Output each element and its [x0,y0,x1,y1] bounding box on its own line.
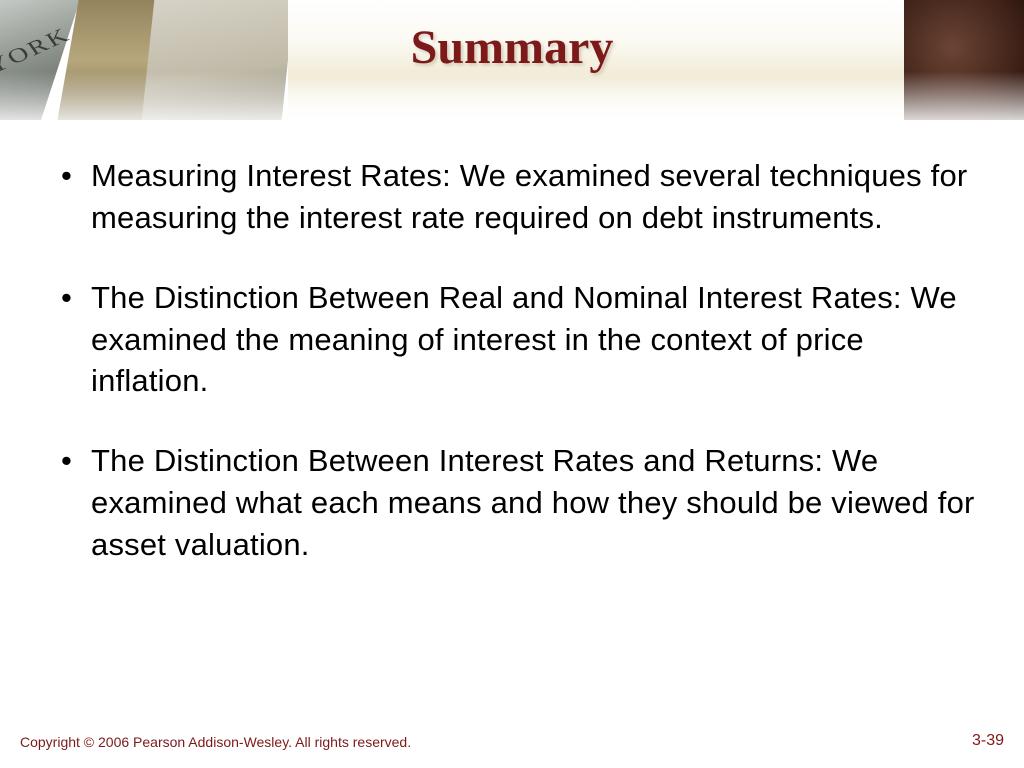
page-number: 3-39 [972,732,1004,750]
slide-body: Measuring Interest Rates: We examined se… [55,155,975,604]
bullet-item: Measuring Interest Rates: We examined se… [55,155,975,239]
slide-title: Summary [0,20,1024,75]
bullet-list: Measuring Interest Rates: We examined se… [55,155,975,566]
bullet-item: The Distinction Between Interest Rates a… [55,440,975,566]
slide-footer: Copyright © 2006 Pearson Addison-Wesley.… [20,726,1004,750]
bullet-item: The Distinction Between Real and Nominal… [55,277,975,403]
copyright-text: Copyright © 2006 Pearson Addison-Wesley.… [20,734,411,750]
slide: Summary Measuring Interest Rates: We exa… [0,0,1024,768]
